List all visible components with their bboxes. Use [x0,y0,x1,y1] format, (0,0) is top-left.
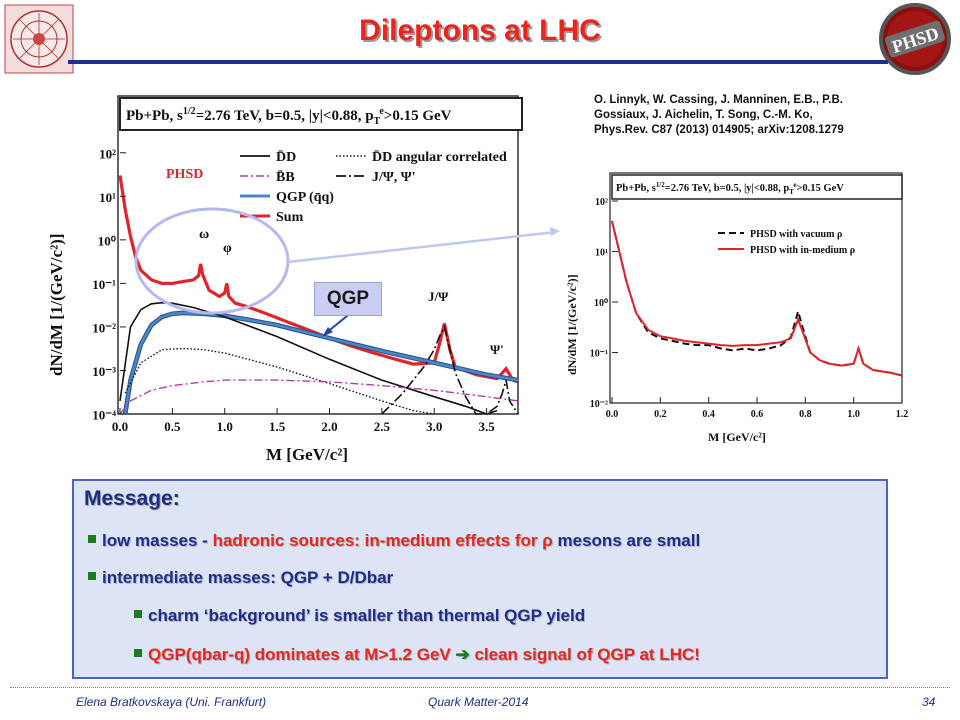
inset-plot-frame [609,172,903,404]
x-tick-label: 3.5 [478,419,495,434]
bullet-square-icon [88,534,96,543]
reference-line: Phys.Rev. C87 (2013) 014905; arXiv:1208.… [594,124,844,136]
bullet-square-icon [134,609,142,618]
arrow-right-icon: ➔ [455,645,470,664]
plot-frame [117,95,519,415]
x-tick-label: 0.6 [751,409,764,420]
inset-legend-label: PHSD with vacuum ρ [750,229,842,240]
bullet-qgp-dominates: QGP(qbar-q) dominates at M>1.2 GeV ➔ cle… [134,645,700,665]
legend-label: B̄B [276,170,295,185]
bullet-low-masses: low masses - hadronic sources: in-medium… [88,531,700,551]
message-heading: Message: [84,487,180,510]
footer-conference: Quark Matter-2014 [428,695,529,709]
bullet-square-icon [88,571,96,580]
message-box: Message: low masses - hadronic sources: … [72,479,888,679]
x-tick-label: 1.0 [847,409,860,420]
series-line [381,324,519,415]
legend-label: QGP (q̄q) [276,190,334,205]
inset-y-axis-label: dN/dM [1/(GeV/c²)] [565,274,579,375]
inset-x-axis-label: M [GeV/c²] [708,430,766,444]
bullet-charm-background: charm ‘background’ is smaller than therm… [134,606,585,626]
y-tick-label: 10⁰ [594,298,608,309]
footer-page-number: 34 [922,695,936,709]
bullet-square-icon [134,648,142,657]
x-tick-label: 0.0 [112,419,128,434]
phsd-logo: PHSD [879,3,951,75]
y-tick-label: 10⁻² [92,320,116,335]
reference-line: O. Linnyk, W. Cassing, J. Manninen, E.B.… [594,94,844,106]
x-axis-label: M [GeV/c²] [266,445,348,464]
x-tick-label: 0.0 [606,409,619,420]
x-tick-label: 0.5 [164,419,181,434]
inset-chart-title: Pb+Pb, s1/2=2.76 TeV, b=0.5, |y|<0.88, p… [616,181,844,196]
x-tick-label: 0.4 [702,409,715,420]
slide-title: Dileptons at LHC [359,14,601,47]
y-axis-label: dN/dM [1/(GeV/c²)] [47,234,66,376]
series-line [119,301,498,415]
peak-label-jpsi: J/Ψ [428,289,449,304]
university-seal-logo [4,4,74,74]
y-tick-label: 10⁻³ [92,364,116,379]
y-tick-label: 10² [99,146,116,161]
chart-title: Pb+Pb, s1/2=2.76 TeV, b=0.5, |y|<0.88, p… [126,106,452,127]
x-tick-label: 1.0 [217,419,233,434]
y-tick-label: 10⁻² [590,399,608,410]
x-tick-label: 2.5 [374,419,391,434]
inset-legend-label: PHSD with in-medium ρ [750,245,855,256]
series-line [611,220,903,377]
peak-label-psiprime: Ψ' [490,342,504,357]
y-tick-label: 10¹ [595,248,608,259]
y-tick-label: 10⁻¹ [92,277,116,292]
y-tick-label: 10⁻¹ [590,349,608,360]
reference-citation: O. Linnyk, W. Cassing, J. Manninen, E.B.… [594,93,924,138]
x-tick-label: 0.8 [799,409,812,420]
reference-line: Gossiaux, J. Aichelin, T. Song, C.-M. Ko… [594,109,813,121]
x-tick-label: 1.5 [269,419,286,434]
y-tick-label: 10⁰ [98,233,117,248]
footer-divider [10,687,950,688]
x-tick-label: 1.2 [896,409,909,420]
y-tick-label: 10¹ [99,190,116,205]
title-divider [68,60,888,64]
peak-label-phi: φ [223,241,232,256]
series-line [119,379,519,415]
x-tick-label: 0.2 [654,409,667,420]
inset-header-box [611,174,903,200]
peak-label-omega: ω [199,227,209,242]
legend-label: Sum [276,210,304,225]
series-label-phsd: PHSD [166,167,203,182]
x-tick-label: 3.0 [426,419,442,434]
qgp-callout: QGP [314,282,382,316]
footer-author: Elena Bratkovskaya (Uni. Frankfurt) [76,695,267,709]
bullet-intermediate-masses: intermediate masses: QGP + D/Dbar [88,568,393,588]
header-box [119,97,523,131]
main-dilepton-chart: Pb+Pb, s1/2=2.76 TeV, b=0.5, |y|<0.88, p… [47,95,523,464]
x-tick-label: 2.0 [321,419,337,434]
y-tick-label: 10⁻⁴ [92,408,116,423]
legend-label: D̄D [276,150,296,165]
legend-label: D̄D angular correlated [372,150,507,165]
legend-label: J/Ψ, Ψ' [372,170,416,185]
series-line [123,311,519,415]
inset-dilepton-chart: Pb+Pb, s1/2=2.76 TeV, b=0.5, |y|<0.88, p… [565,172,909,444]
y-tick-label: 10² [595,197,608,208]
